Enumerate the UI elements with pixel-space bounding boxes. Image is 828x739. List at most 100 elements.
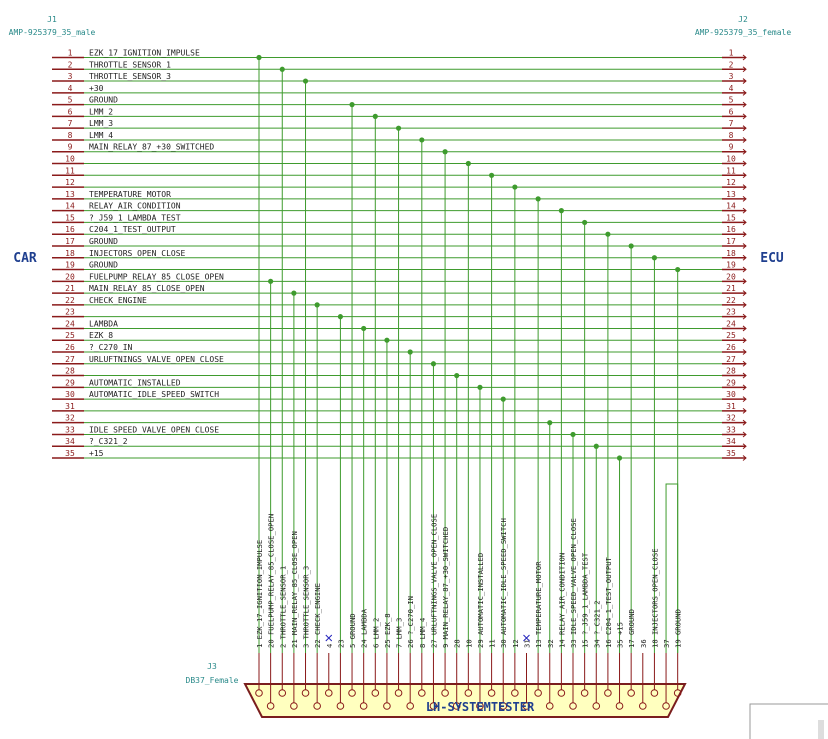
pin-row-6: 6 6 LMM_2: [52, 107, 747, 120]
j2-receptacle: [742, 337, 747, 344]
j2-receptacle: [742, 408, 747, 414]
pin-signal-label: GROUND: [89, 96, 118, 105]
db37-pin-label: 20 FUELPUMP_RELAY_85_CLOSE_OPEN: [267, 514, 276, 648]
db37-pin-37: 19 GROUND: [674, 609, 683, 697]
db37-pin-label: 27 URLUFTNINGS_VALVE_OPEN_CLOSE: [429, 514, 438, 648]
j2-pin-number: 11: [726, 166, 736, 175]
j1-pin-number: 26: [65, 343, 75, 352]
j2-pin-number: 33: [726, 425, 736, 434]
pin-row-21: 21 21 MAIN_RELAY_85_CLOSE_OPEN: [52, 284, 747, 296]
j2-receptacle: [742, 431, 747, 438]
pin-signal-label: ?_C321_2: [89, 437, 128, 446]
db37-pin-label: 5 GROUND: [348, 613, 357, 648]
pin-row-1: 1 1 EZK_17_IGNITION_IMPULSE: [52, 49, 747, 61]
pin-signal-label: LMM_2: [89, 107, 113, 116]
db37-pin-label: 32: [546, 639, 555, 648]
j2-pin-number: 16: [726, 225, 736, 234]
pin-signal-label: EZK_17_IGNITION_IMPULSE: [89, 49, 200, 58]
j2-pin-number: 23: [726, 308, 736, 317]
pin-row-11: 11 11: [52, 166, 747, 179]
j1-pin-number: 10: [65, 155, 75, 164]
bridge-36-37: [665, 483, 679, 653]
db37-pin-11: 6 LMM_2: [371, 618, 380, 697]
db37-pin-23: 12: [511, 639, 520, 697]
db37-pin-3: 2 THROTTLE_SENSOR_1: [278, 566, 287, 697]
db37-pin-label: 19 GROUND: [674, 609, 683, 648]
db37-pin-label: 13 TEMPERATURE_MOTOR: [534, 561, 543, 648]
db37-pin-27: 14 RELAY_AIR_CONDITION: [557, 553, 566, 697]
j2-receptacle: [742, 396, 747, 403]
db37-pin-label: 33 IDLE_SPEED_VALVE_OPEN_CLOSE: [569, 518, 578, 648]
j2-receptacle: [742, 349, 747, 355]
j1-pin-number: 21: [65, 284, 75, 293]
systemtester-title: LH-SYSTEMTESTER: [426, 700, 535, 714]
db37-pin-10: 24 LAMBDA: [360, 608, 369, 710]
j2-pin-number: 2: [729, 60, 734, 69]
db37-pin-label: 14 RELAY_AIR_CONDITION: [557, 553, 566, 648]
title-block-corner: [749, 703, 828, 739]
j1-pin-number: 6: [68, 107, 73, 116]
j2-receptacle: [742, 290, 747, 296]
db37-pin-29: 15 ?_J59_1_LAMBDA_TEST: [581, 552, 590, 697]
j2-pin-number: 35: [726, 449, 736, 458]
j2-receptacle: [742, 219, 747, 226]
db37-pin-20: 29 AUTOMATIC_INSTALLED: [476, 553, 485, 710]
pin-signal-label: MAIN_RELAY_85_CLOSE_OPEN: [89, 284, 205, 293]
db37-pin-label: 15 ?_J59_1_LAMBDA_TEST: [581, 552, 590, 648]
db37-pin-label: 4: [325, 644, 334, 648]
db37-pin-16: 27 URLUFTNINGS_VALVE_OPEN_CLOSE: [429, 514, 438, 710]
pin-row-2: 2 2 THROTTLE_SENSOR_1: [52, 60, 747, 73]
j2-receptacle: [742, 360, 747, 367]
db37-pin-13: 7 LMM_3: [395, 618, 404, 697]
j2-pin-number: 18: [726, 249, 736, 258]
j1-pin-number: 18: [65, 249, 75, 258]
scrollbar-track[interactable]: [818, 720, 824, 739]
j2-receptacle: [742, 148, 747, 155]
pin-signal-label: URLUFTNINGS_VALVE_OPEN_CLOSE: [89, 355, 224, 364]
pin-signal-label: GROUND: [89, 261, 118, 270]
j1-pin-number: 31: [65, 402, 75, 411]
j1-pin-number: 3: [68, 72, 73, 81]
pin-row-32: 32 32: [52, 414, 747, 426]
db37-pin-label: 9 MAIN_RELAY_87_+30_SWITCHED: [441, 527, 450, 648]
j2-pin-number: 14: [726, 202, 736, 211]
db37-pin-label: 2 THROTTLE_SENSOR_1: [278, 566, 287, 648]
j2-receptacle: [742, 455, 747, 461]
j1-pin-number: 30: [65, 390, 75, 399]
j1-pin-number: 32: [65, 414, 75, 423]
db37-pin-8: 23: [336, 639, 345, 710]
j2-pin-number: 27: [726, 355, 736, 364]
pin-row-34: 34 34 ?_C321_2: [52, 437, 747, 450]
j2-receptacle: [742, 443, 747, 450]
db37-pin-6: 22 CHECK_ENGINE: [313, 583, 322, 710]
j3-ref: J3: [207, 662, 217, 671]
j2-pin-number: 9: [729, 143, 734, 152]
pin-signal-label: ?_J59_1_LAMBDA_TEST: [89, 213, 181, 222]
j2-pin-number: 19: [726, 261, 736, 270]
j2-receptacle: [742, 101, 747, 108]
pin-row-16: 16 16 C204_1_TEST_OUTPUT: [52, 225, 747, 238]
j2-pin-number: 15: [726, 213, 736, 222]
pin-row-30: 30 30 AUTOMATIC_IDLE_SPEED_SWITCH: [52, 390, 747, 403]
pin-signal-label: THROTTLE_SENSOR_3: [89, 72, 171, 81]
db37-pin-label: 1 EZK_17_IGNITION_IMPULSE: [255, 540, 264, 648]
j1-pin-number: 20: [65, 272, 75, 281]
j2-receptacle: [742, 184, 747, 190]
db37-pin-label: 12: [511, 639, 520, 648]
db37-pin-5: 3 THROTTLE_SENSOR_3: [302, 566, 311, 697]
db37-pin-label: 34 ?_C321_2: [592, 600, 601, 648]
db37-pin-9: 5 GROUND: [348, 613, 357, 697]
pin-signal-label: IDLE_SPEED_VALVE_OPEN_CLOSE: [89, 425, 219, 434]
j3-value: DB37_Female: [186, 676, 239, 685]
j2-pin-number: 24: [726, 319, 736, 328]
db37-connector: 1 EZK_17_IGNITION_IMPULSE 20 FUELPUMP_REL…: [186, 514, 687, 718]
pin-signal-label: LMM_3: [89, 119, 113, 128]
pin-row-25: 25 25 EZK_8: [52, 331, 747, 344]
no-connect-flag: [325, 634, 333, 642]
j2-receptacle: [742, 89, 747, 96]
db37-pin-label: 6 LMM_2: [371, 618, 380, 648]
pin-signal-label: INJECTORS_OPEN_CLOSE: [89, 249, 186, 258]
j1-pin-number: 1: [68, 49, 73, 58]
db37-pin-label: 25 EZK_8: [383, 613, 392, 648]
